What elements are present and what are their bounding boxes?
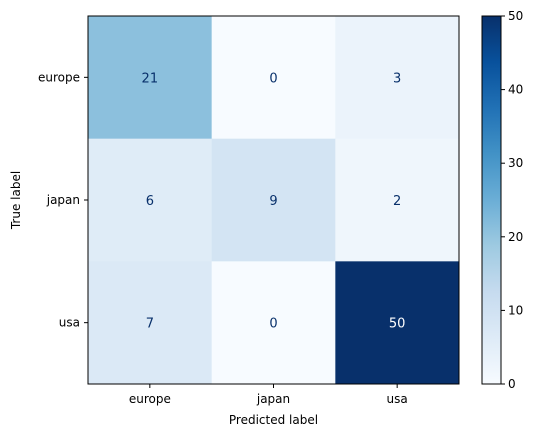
colorbar-tick-label: 50	[508, 9, 523, 23]
cell-value-label: 0	[269, 71, 277, 86]
cell-value-label: 3	[393, 71, 401, 86]
colorbar-tick-label: 10	[508, 303, 523, 317]
matrix-cell	[88, 16, 213, 140]
x-tick-label: usa	[387, 392, 408, 406]
colorbar-tick-label: 40	[508, 83, 523, 97]
x-tick-label: japan	[256, 392, 290, 406]
matrix-cells	[88, 16, 460, 385]
cell-value-label: 0	[269, 317, 277, 332]
x-tick-label: europe	[129, 392, 171, 406]
cell-value-label: 50	[389, 317, 406, 332]
y-tick-label: japan	[46, 193, 80, 207]
cell-value-label: 6	[146, 194, 154, 209]
colorbar-tick-label: 30	[508, 156, 523, 170]
matrix-cell	[335, 138, 460, 262]
y-axis-ticks: europe japan usa	[38, 70, 88, 330]
matrix-cell	[88, 261, 213, 385]
matrix-cell	[211, 138, 336, 262]
cell-value-label: 2	[393, 194, 401, 209]
matrix-cell	[211, 261, 336, 385]
matrix-cell	[335, 16, 460, 140]
matrix-cell-labels: 21 0 3 6 9 2 7 0 50	[142, 71, 406, 331]
cell-value-label: 9	[269, 194, 277, 209]
y-tick-label: usa	[59, 316, 80, 330]
x-axis-ticks: europe japan usa	[129, 384, 408, 406]
matrix-cell	[335, 261, 460, 385]
x-axis-label: Predicted label	[229, 413, 318, 427]
y-axis-label: True label	[9, 171, 23, 230]
matrix-cell	[88, 138, 213, 262]
colorbar-tick-label: 0	[508, 377, 516, 391]
matrix-cell	[211, 16, 336, 140]
cell-value-label: 7	[146, 317, 154, 332]
colorbar-ticks: 0 10 20 30 40 50	[501, 9, 523, 391]
y-tick-label: europe	[38, 70, 80, 84]
cell-value-label: 21	[142, 71, 159, 86]
colorbar	[481, 15, 502, 385]
colorbar-tick-label: 20	[508, 230, 523, 244]
